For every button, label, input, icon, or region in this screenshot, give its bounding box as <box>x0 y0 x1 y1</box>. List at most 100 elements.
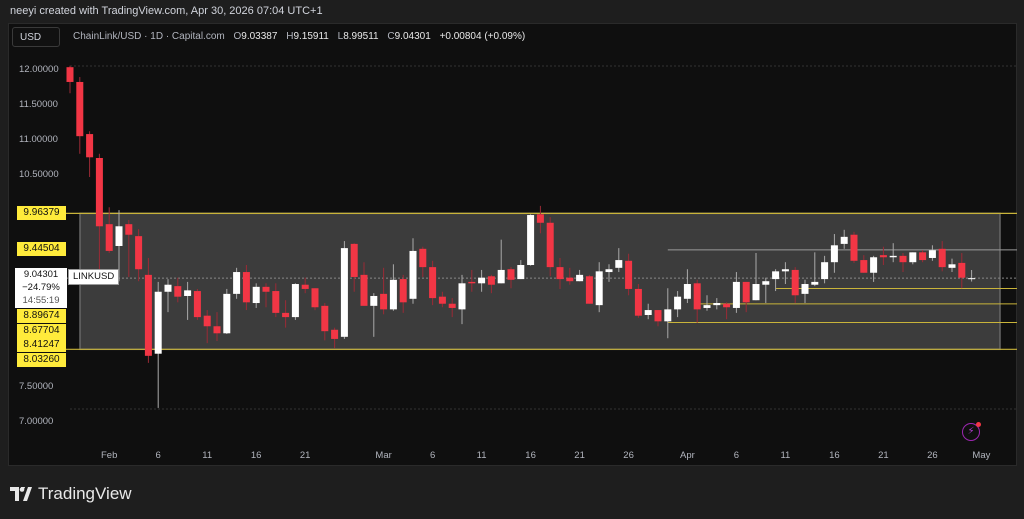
candle-down <box>487 276 495 285</box>
candle-up <box>252 286 260 304</box>
candle-down <box>468 281 476 284</box>
symbol-description[interactable]: ChainLink/USD · 1D · Capital.com <box>73 31 225 42</box>
lightning-alert-icon[interactable]: ⚡ <box>962 422 981 441</box>
low-label: L <box>337 31 344 42</box>
candle-up <box>830 245 838 263</box>
candle-up <box>370 295 378 306</box>
candle-up <box>605 269 613 273</box>
candle-up <box>968 278 976 280</box>
candle-down <box>105 224 113 251</box>
candle-up <box>233 272 241 294</box>
price-axis-label: 7.50000 <box>19 381 54 392</box>
current-price: 9.04301 <box>23 269 59 280</box>
candle-down <box>272 291 280 313</box>
candle-up <box>389 279 397 310</box>
candle-up <box>223 293 231 334</box>
candle-down <box>242 272 250 303</box>
candle-down <box>536 214 544 223</box>
price-tag-zone-bottom: 8.03260 <box>17 353 66 367</box>
candle-down <box>958 262 966 278</box>
date-axis-label: 16 <box>829 450 840 461</box>
current-change-pct: −24.79% <box>22 282 60 293</box>
candle-up <box>781 269 789 272</box>
current-price-tag: 9.04301 −24.79% 14:55:19 <box>15 268 67 308</box>
candle-down <box>919 252 927 261</box>
close-value: 9.04301 <box>394 31 431 42</box>
price-tag-level: 8.41247 <box>17 338 66 352</box>
candle-down <box>429 267 437 299</box>
candle-up <box>664 309 672 322</box>
bar-countdown: 14:55:19 <box>22 295 60 306</box>
date-axis-label: 11 <box>780 450 791 461</box>
candle-down <box>693 283 701 310</box>
candle-up <box>154 291 162 354</box>
candle-up <box>801 284 809 294</box>
price-axis-label: 11.50000 <box>19 99 58 110</box>
candle-up <box>527 215 535 266</box>
candle-down <box>634 288 642 316</box>
candle-down <box>556 267 564 280</box>
candle-down <box>438 296 446 304</box>
candle-down <box>135 236 143 270</box>
open-value: 9.03387 <box>241 31 278 42</box>
candle-down <box>262 286 270 292</box>
candle-up <box>164 284 172 292</box>
date-axis-label: 26 <box>927 450 938 461</box>
candle-up <box>811 281 819 285</box>
candle-down <box>203 315 211 327</box>
candle-down <box>282 312 290 318</box>
candle-up <box>615 260 623 268</box>
candle-up <box>772 271 780 280</box>
candle-down <box>860 260 868 273</box>
high-label: H <box>286 31 294 42</box>
candle-up <box>644 310 652 315</box>
price-axis-label: 12.00000 <box>19 64 59 75</box>
date-axis-label: Apr <box>679 450 695 461</box>
candle-up <box>683 284 691 299</box>
candle-up <box>458 283 466 310</box>
candle-down <box>566 277 574 282</box>
date-axis-label: May <box>972 450 991 461</box>
candle-down <box>213 326 221 334</box>
open-label: O <box>233 31 242 42</box>
date-axis-label: 11 <box>476 450 487 461</box>
price-tag-level: 8.67704 <box>17 324 66 338</box>
candle-up <box>762 281 770 285</box>
candle-down <box>654 310 662 322</box>
date-axis-label: 6 <box>733 450 740 461</box>
date-axis-label: 26 <box>623 450 634 461</box>
candle-down <box>193 291 201 318</box>
notification-dot <box>976 422 981 427</box>
candle-down <box>419 248 427 268</box>
candle-down <box>791 269 799 296</box>
date-axis-label: 16 <box>525 450 536 461</box>
candle-up <box>713 303 721 306</box>
candle-down <box>585 276 593 304</box>
candle-down <box>380 293 388 310</box>
date-axis-label: 16 <box>250 450 262 461</box>
candle-down <box>301 284 309 289</box>
candle-down <box>399 279 407 303</box>
candle-down <box>546 222 554 268</box>
date-axis-label: 6 <box>429 450 436 461</box>
price-axis-label: 7.00000 <box>19 416 54 427</box>
candle-up <box>840 236 848 244</box>
candle-down <box>86 134 94 158</box>
price-axis-label: 11.00000 <box>19 134 58 145</box>
date-axis-label: Mar <box>375 450 392 461</box>
candle-down <box>76 81 84 137</box>
candle-down <box>311 288 319 308</box>
candle-up <box>821 262 829 280</box>
candle-down <box>321 305 329 332</box>
candle-down <box>879 255 887 258</box>
currency-button[interactable]: USD <box>12 27 60 47</box>
date-axis-label: 21 <box>574 450 585 461</box>
candle-up <box>732 281 740 308</box>
candle-down <box>174 286 182 297</box>
candle-down <box>331 329 339 339</box>
candle-up <box>184 290 192 296</box>
candle-up <box>291 284 299 318</box>
candle-up <box>870 257 878 273</box>
symbol-label: LINKUSD <box>68 269 120 285</box>
